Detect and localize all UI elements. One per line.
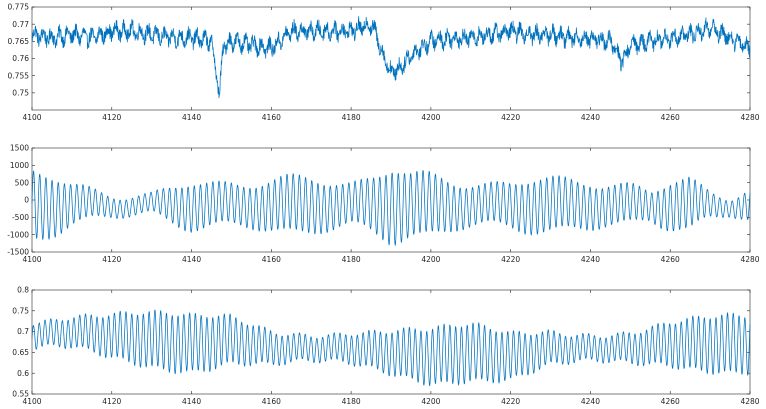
x-tick-label: 4200 (421, 113, 440, 122)
y-tick-label: 0.75 (12, 306, 29, 315)
x-tick-label: 4100 (22, 397, 41, 406)
x-tick-label: 4140 (182, 113, 201, 122)
x-tick-label: 4120 (102, 397, 121, 406)
x-tick-label: 4140 (182, 397, 201, 406)
x-tick-label: 4240 (581, 397, 600, 406)
y-tick-label: 1500 (10, 144, 29, 153)
x-tick-label: 4160 (262, 255, 281, 264)
x-tick-label: 4160 (262, 113, 281, 122)
x-tick-label: 4140 (182, 255, 201, 264)
x-tick-label: 4100 (22, 255, 41, 264)
x-tick-label: 4220 (501, 255, 520, 264)
y-tick-label: 0.775 (8, 3, 30, 12)
x-tick-label: 4180 (342, 397, 361, 406)
plot-panel-bottom: 4100 4120 4140 4160 4180 4200 4220 4240 4260 4280… (12, 286, 759, 406)
y-tick-label: 0 (24, 196, 29, 205)
y-tick-label: -500 (12, 213, 29, 222)
data-series-line (31, 309, 751, 386)
y-tick-label: 0.55 (12, 390, 29, 399)
x-tick-label: 4120 (102, 255, 121, 264)
x-tick-label: 4280 (740, 113, 759, 122)
x-tick-label: 4180 (342, 113, 361, 122)
x-tick-label: 4260 (661, 113, 680, 122)
y-tick-label: 500 (15, 178, 30, 187)
x-tick-label: 4180 (342, 255, 361, 264)
plot-panel-middle: 4100 4120 4140 4160 4180 4200 4220 4240 4260 4280… (7, 144, 760, 264)
y-tick-label: 0.755 (8, 71, 30, 80)
y-tick-label: 0.76 (12, 54, 29, 63)
y-tick-label: 0.765 (8, 37, 30, 46)
y-tick-label: 1000 (10, 161, 29, 170)
y-tick-label: 0.6 (17, 369, 29, 378)
x-tick-label: 4100 (22, 113, 41, 122)
y-tick-label: 0.75 (12, 88, 29, 97)
y-tick-label: 0.77 (12, 20, 29, 29)
x-tick-label: 4260 (661, 397, 680, 406)
data-series-line (31, 170, 751, 246)
x-tick-label: 4280 (740, 397, 759, 406)
axes-box (31, 289, 751, 395)
x-tick-label: 4160 (262, 397, 281, 406)
x-tick-label: 4120 (102, 113, 121, 122)
y-tick-label: 0.65 (12, 348, 29, 357)
axes-box (31, 6, 751, 111)
y-tick-label: 0.7 (17, 327, 29, 336)
plot-panel-top: 4100 4120 4140 4160 4180 4200 4220 4240 4260 4280… (8, 3, 760, 122)
x-tick-label: 4280 (740, 255, 759, 264)
y-tick-label: -1500 (7, 248, 29, 257)
x-tick-label: 4220 (501, 397, 520, 406)
y-tick-label: 0.8 (17, 286, 29, 295)
x-tick-label: 4260 (661, 255, 680, 264)
x-tick-label: 4220 (501, 113, 520, 122)
data-series-line (31, 16, 751, 99)
y-tick-label: -1000 (7, 230, 29, 239)
x-tick-label: 4240 (581, 113, 600, 122)
x-tick-label: 4200 (421, 397, 440, 406)
x-tick-label: 4240 (581, 255, 600, 264)
x-tick-label: 4200 (421, 255, 440, 264)
